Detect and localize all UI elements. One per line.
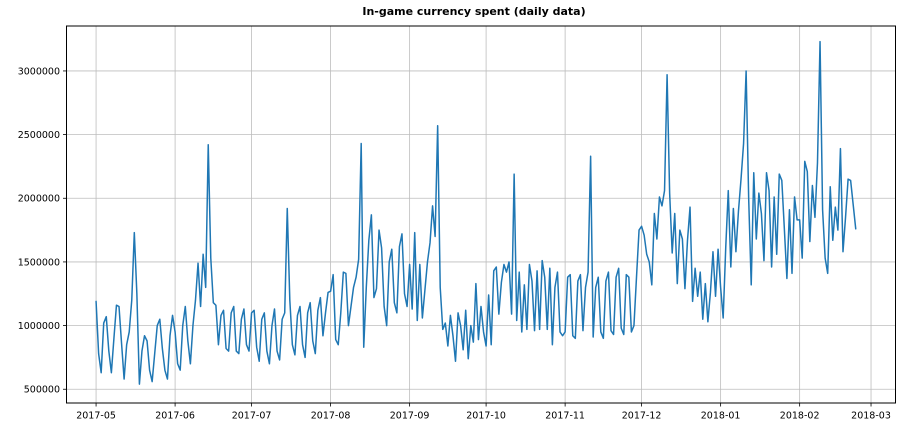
- plot-border: [66, 25, 896, 404]
- x-tick-label: 2017-07: [232, 411, 272, 422]
- y-tick-label: 3000000: [18, 66, 60, 77]
- y-tick-label: 2000000: [18, 194, 60, 205]
- x-tick-label: 2017-11: [545, 411, 585, 422]
- x-tick-label: 2018-01: [701, 411, 741, 422]
- x-tick-label: 2017-08: [311, 411, 351, 422]
- axis-layer: 2017-05 2017-06 2017-07 2017-08 2017-09 2017-…: [18, 25, 896, 422]
- x-tick-label: 2018-02: [780, 411, 820, 422]
- data-line: [95, 40, 857, 385]
- y-tick-label: 500000: [24, 385, 60, 396]
- data-layer: [95, 40, 857, 385]
- x-tick-label: 2017-05: [76, 411, 116, 422]
- y-tick-label: 2500000: [18, 130, 60, 141]
- x-tick-label: 2017-12: [622, 411, 662, 422]
- x-tick-label: 2018-03: [851, 411, 891, 422]
- grid-layer: [66, 26, 896, 403]
- y-tick-label: 1500000: [18, 257, 60, 268]
- x-tick-label: 2017-06: [155, 411, 195, 422]
- chart-title: In-game currency spent (daily data): [362, 5, 585, 18]
- x-tick-label: 2017-10: [466, 411, 506, 422]
- x-tick-label: 2017-09: [390, 411, 430, 422]
- y-tick-label: 1000000: [18, 321, 60, 332]
